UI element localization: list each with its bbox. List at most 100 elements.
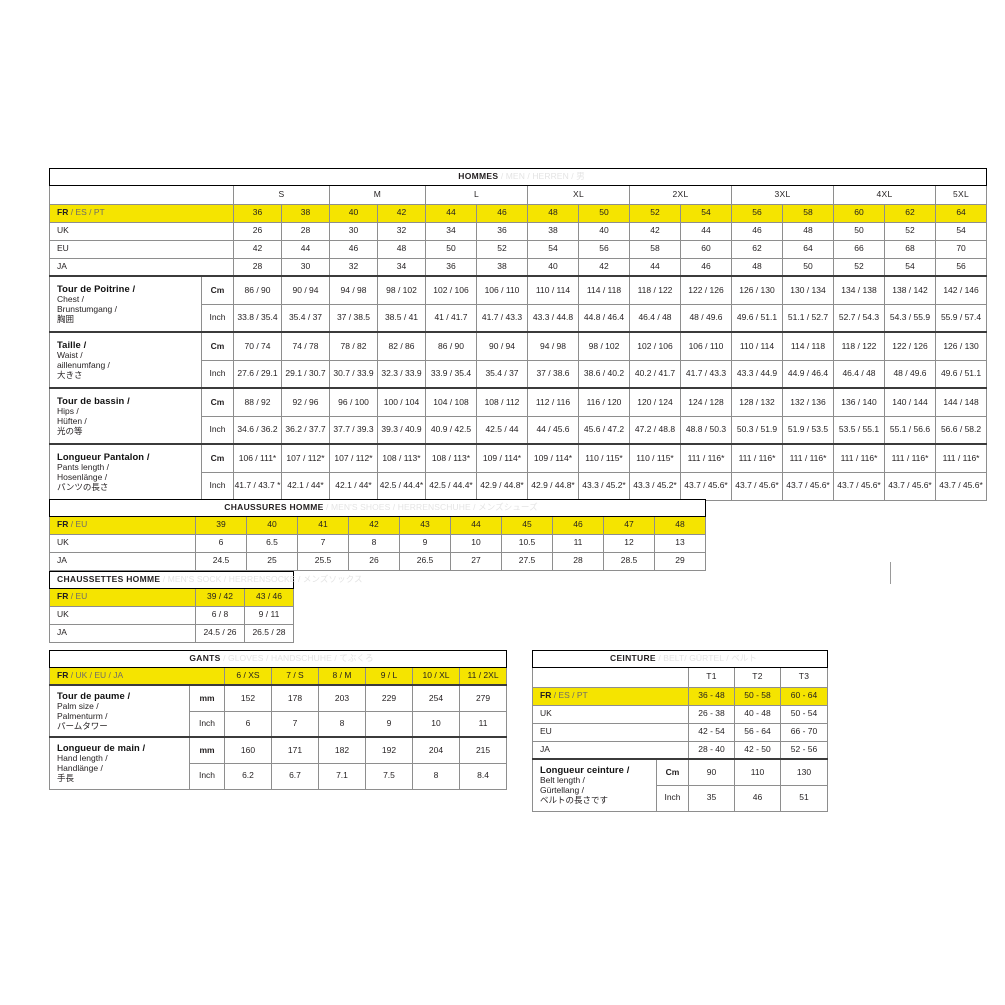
cell-ja-10: 48: [731, 257, 783, 277]
size-group-l: L: [425, 184, 528, 205]
waist-in-3: 32.3 / 33.9: [377, 359, 426, 389]
shoes-ja-7: 28: [552, 551, 604, 571]
measure-palm-l4: パームタワー: [57, 720, 108, 731]
waist-in-8: 40.2 / 41.7: [629, 359, 681, 389]
socks-row-label-fr-bold: FR: [57, 591, 69, 602]
cell-uk-9: 44: [680, 221, 732, 241]
gloves-size-0: 6 / XS: [224, 666, 272, 686]
pants-in-10: 43.7 / 45.6*: [731, 471, 783, 501]
size-group-4xl: 4XL: [833, 184, 936, 205]
measure-label-chest: Tour de Poitrine / Chest / Brunstumgang …: [49, 275, 202, 333]
hips-cm-5: 108 / 112: [476, 387, 528, 417]
shoes-ja-9: 29: [653, 551, 707, 571]
shoes-fr-6: 45: [501, 515, 553, 535]
waist-cm-5: 90 / 94: [476, 331, 528, 361]
chest-cm-4: 102 / 106: [425, 275, 477, 305]
shoes-section-title-rest: / MEN'S SHOES / HERRENSCHUHE / メンズシューズ: [323, 502, 538, 512]
chest-cm-12: 134 / 138: [833, 275, 885, 305]
shoes-fr-5: 44: [450, 515, 502, 535]
chest-in-11: 51.1 / 52.7: [782, 303, 834, 333]
row-label-ja: JA: [49, 257, 234, 277]
pants-in-9: 43.7 / 45.6*: [680, 471, 732, 501]
cell-fr-12: 60: [833, 203, 885, 223]
cell-eu-6: 54: [527, 239, 579, 259]
waist-cm-11: 114 / 118: [782, 331, 834, 361]
size-group-xl: XL: [527, 184, 630, 205]
pants-in-1: 42.1 / 44*: [281, 471, 330, 501]
chest-cm-8: 118 / 122: [629, 275, 681, 305]
belt-row-label-fr: FR / ES / PT: [532, 686, 689, 706]
palm-mm-1: 178: [271, 684, 319, 712]
men-section-header-row: HOMMES / MEN / HERREN / 男: [48, 168, 988, 186]
socks-section-header: CHAUSSETTES HOMME / MEN'S SOCK / HERRENS…: [49, 571, 363, 589]
palm-in-5: 11: [458, 710, 508, 738]
men-section-header: HOMMES / MEN / HERREN / 男: [48, 168, 988, 186]
belt-uk-0: 26 - 38: [688, 704, 735, 724]
palm-in-4: 10: [412, 710, 460, 738]
pants-cm-6: 109 / 114*: [527, 443, 579, 473]
hips-in-10: 50.3 / 51.9: [731, 415, 783, 445]
belt-section-title-rest: / BELT/ GÜRTEL / ベルト: [655, 653, 757, 663]
unit-belt-cm: Cm: [656, 758, 689, 786]
hips-in-6: 44 / 45.6: [527, 415, 579, 445]
hips-cm-0: 88 / 92: [233, 387, 282, 417]
pants-cm-14: 111 / 116*: [934, 443, 988, 473]
socks-fr-1: 43 / 46: [244, 587, 294, 607]
men-size-group-row: S M L XL 2XL 3XL 4XL 5XL: [49, 184, 988, 205]
shoes-row-label-uk: UK: [49, 533, 196, 553]
pants-cm-7: 110 / 115*: [578, 443, 630, 473]
men-measure-waist-inch-row: Inch 27.6 / 29.1 29.1 / 30.7 30.7 / 33.9…: [50, 359, 988, 389]
measure-belt-l2: Belt length /: [540, 775, 585, 786]
pants-cm-11: 111 / 116*: [782, 443, 834, 473]
gloves-section-title-bold: GANTS: [189, 653, 221, 663]
belt-size-row: T1 T2 T3: [532, 666, 828, 688]
measure-hips-l2: Hips /: [57, 406, 79, 417]
hand-in-1: 6.7: [271, 762, 319, 790]
waist-cm-6: 94 / 98: [527, 331, 579, 361]
gloves-section-title-rest: / GLOVES / HANDSCHUHE / てぶくろ: [220, 653, 374, 663]
unit-hips-cm: Cm: [201, 387, 234, 417]
socks-fr-row: FR / EU 39 / 42 43 / 46: [49, 587, 294, 607]
belt-in-1: 46: [734, 784, 781, 812]
shoes-ja-1: 25: [246, 551, 298, 571]
belt-size-t2: T2: [734, 666, 781, 688]
shoes-uk-9: 13: [653, 533, 707, 553]
shoes-row-label-ja: JA: [49, 551, 196, 571]
shoes-ja-5: 27: [450, 551, 502, 571]
waist-in-10: 43.3 / 44.9: [731, 359, 783, 389]
waist-in-6: 37 / 38.6: [527, 359, 579, 389]
shoes-row-label-fr-rest: / EU: [68, 519, 88, 530]
pants-cm-12: 111 / 116*: [833, 443, 885, 473]
hips-in-3: 39.3 / 40.9: [377, 415, 426, 445]
belt-uk-2: 50 - 54: [780, 704, 828, 724]
belt-section-header: CEINTURE / BELT/ GÜRTEL / ベルト: [532, 650, 828, 668]
pants-in-0: 41.7 / 43.7 *: [233, 471, 282, 501]
gloves-section-header: GANTS / GLOVES / HANDSCHUHE / てぶくろ: [48, 650, 508, 668]
row-label-uk: UK: [49, 221, 234, 241]
cell-ja-3: 34: [377, 257, 426, 277]
palm-mm-0: 152: [224, 684, 272, 712]
stray-tick-mark: [890, 562, 891, 584]
hips-in-14: 56.6 / 58.2: [934, 415, 988, 445]
belt-row-label-uk: UK: [532, 704, 689, 724]
belt-uk-1: 40 - 48: [734, 704, 781, 724]
waist-in-11: 44.9 / 46.4: [782, 359, 834, 389]
pants-in-5: 42.9 / 44.8*: [476, 471, 528, 501]
chest-cm-1: 90 / 94: [281, 275, 330, 305]
cell-uk-14: 54: [934, 221, 988, 241]
pants-cm-4: 108 / 113*: [425, 443, 477, 473]
pants-cm-5: 109 / 114*: [476, 443, 528, 473]
shoes-section-header-row: CHAUSSURES HOMME / MEN'S SHOES / HERRENS…: [48, 499, 707, 517]
measure-chest-l4: 胸囲: [57, 313, 75, 324]
cell-fr-11: 58: [782, 203, 834, 223]
waist-in-2: 30.7 / 33.9: [329, 359, 378, 389]
pants-in-4: 42.5 / 44.4*: [425, 471, 477, 501]
hips-in-4: 40.9 / 42.5: [425, 415, 477, 445]
gloves-row-label-bold: FR: [57, 670, 69, 681]
unit-palm-inch: Inch: [189, 710, 225, 738]
waist-in-12: 46.4 / 48: [833, 359, 885, 389]
shoes-ja-6: 27.5: [501, 551, 553, 571]
unit-waist-inch: Inch: [201, 359, 234, 389]
waist-cm-9: 106 / 110: [680, 331, 732, 361]
row-label-fr-bold: FR: [57, 207, 69, 218]
